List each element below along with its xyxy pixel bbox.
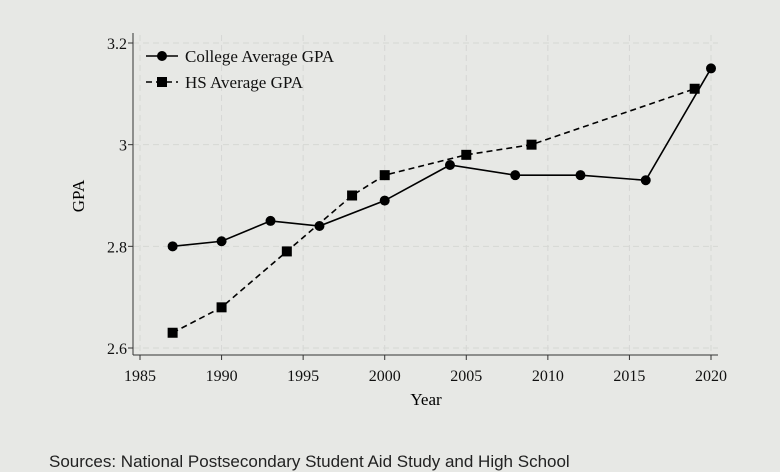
x-axis-label: Year (410, 390, 442, 409)
data-point-college (510, 170, 521, 181)
data-point-college (706, 63, 716, 74)
y-axis-label: GPA (69, 179, 88, 212)
legend-marker-square (157, 77, 167, 87)
data-point-hs (526, 139, 537, 150)
data-point-hs (216, 302, 227, 313)
legend-marker-circle (157, 51, 167, 61)
x-tick-label: 1995 (287, 368, 319, 385)
series-line-hs (172, 87, 695, 334)
series (167, 63, 716, 338)
data-point-college (379, 195, 390, 206)
data-point-hs (379, 170, 390, 181)
data-point-hs (167, 327, 178, 338)
x-tick-label: 2000 (369, 368, 401, 385)
series-line-college (172, 68, 712, 248)
data-point-college (575, 170, 586, 181)
data-point-college (640, 175, 651, 186)
y-tick-label: 3.2 (107, 36, 127, 53)
data-point-college (265, 215, 276, 226)
data-point-hs (689, 83, 700, 94)
data-point-college (216, 236, 227, 247)
x-tick-label: 2005 (450, 368, 482, 385)
legend-label: College Average GPA (185, 47, 335, 66)
data-point-college (444, 160, 455, 170)
data-point-hs (347, 190, 358, 201)
x-tick-label: 2015 (613, 368, 645, 385)
x-tick-label: 2020 (695, 368, 727, 385)
y-tick-label: 2.8 (107, 239, 127, 256)
data-point-hs (461, 149, 472, 160)
x-tick-label: 1985 (124, 368, 156, 385)
grid (133, 35, 718, 355)
data-point-hs (281, 246, 292, 257)
data-point-college (314, 221, 325, 231)
y-tick-label: 3 (119, 138, 127, 155)
x-tick-label: 2010 (532, 368, 564, 385)
x-tick-label: 1990 (206, 368, 238, 385)
data-point-college (167, 241, 178, 252)
legend: College Average GPA HS Average GPA (146, 47, 335, 92)
axes: 1985 1990 1995 2000 2005 2010 2015 2020 2.6 2.8 3 3… (107, 33, 727, 385)
legend-label: HS Average GPA (185, 73, 304, 92)
source-note: Sources: National Postsecondary Student … (49, 452, 570, 471)
y-tick-label: 2.6 (107, 341, 127, 358)
